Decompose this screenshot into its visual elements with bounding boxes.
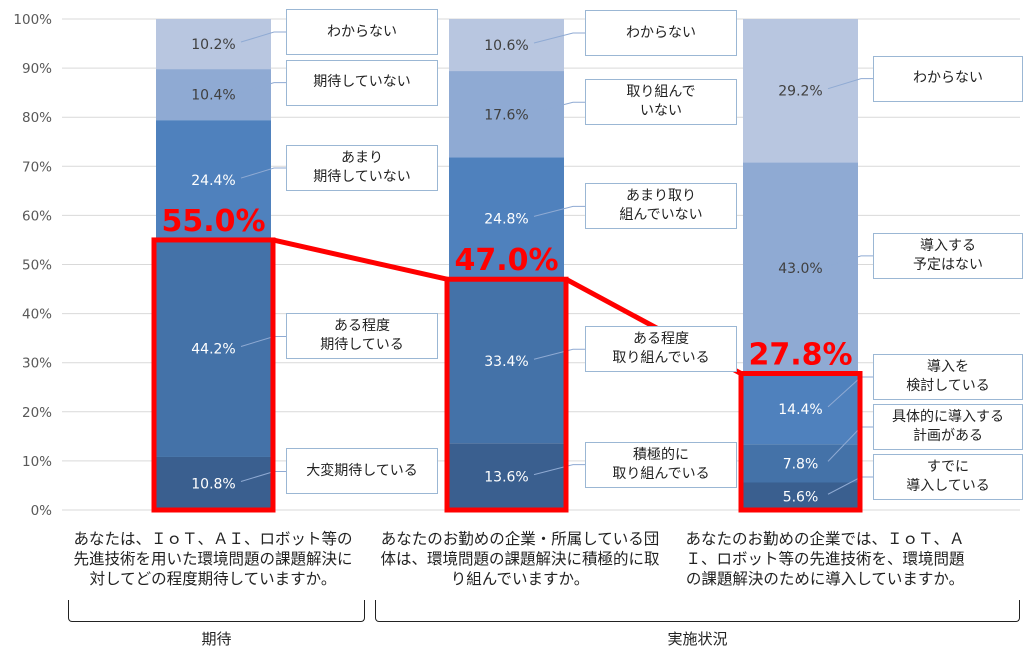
callout-leader [827,255,873,267]
y-tick-label: 40% [22,307,52,323]
bar-segment [156,456,271,510]
bar-segment [743,482,858,510]
data-label: 44.2% [191,341,235,357]
y-tick-label: 50% [22,258,52,274]
callout-label: 導入を 検討している [873,354,1023,400]
callout-leader [533,205,585,217]
bar-segment [449,443,564,510]
group-brace-expectation [68,600,365,622]
y-tick-label: 0% [31,503,53,519]
bar-segment [743,373,858,445]
callout-leader [240,31,286,43]
data-label: 10.8% [191,476,235,492]
y-tick-label: 70% [22,159,52,175]
highlight-value: 27.8% [748,338,852,373]
bar-segment [156,239,271,457]
callout-leader [240,82,286,94]
data-label: 17.6% [484,107,528,123]
callout-label: 取り組んで いない [585,79,737,126]
callout-label: 導入する 予定はない [873,232,1023,279]
data-label: 24.4% [191,173,235,189]
question-2: あなたのお勤めの企業・所属している団体は、環境問題の課題解決に積極的に取り組んで… [380,530,660,588]
data-label: 10.4% [191,88,235,104]
data-label: 24.8% [484,211,528,227]
y-tick-label: 80% [22,110,52,126]
highlight-box [444,276,569,513]
callout-label: ある程度 取り組んでいる [585,326,737,373]
y-tick-label: 20% [22,405,52,421]
callout-leader [533,101,585,113]
bar-segment [449,19,564,72]
callout-label: わからない [286,9,438,56]
callout-label: 大変期待している [286,448,438,495]
callout-label: わからない [873,55,1023,102]
highlight-value: 47.0% [454,243,558,278]
data-label: 10.2% [191,37,235,53]
callout-label: 具体的に導入する 計画がある [873,404,1023,450]
question-1: あなたは、ＩｏＴ、ＡＩ、ロボット等の先進技術を用いた環境問題の課題解決に対してど… [73,530,353,588]
bar-segment [743,162,858,374]
highlight-box [738,371,863,513]
callout-label: あまり 期待していない [286,145,438,192]
data-label: 5.6% [783,489,819,505]
y-tick-label: 30% [22,356,52,372]
bar-segment [449,157,564,280]
data-label: 29.2% [778,84,822,100]
y-tick-label: 10% [22,454,52,470]
data-label: 43.0% [778,261,822,277]
bar-segment [156,120,271,240]
callout-label: わからない [585,10,737,57]
bar-segment [449,279,564,444]
callout-label: ある程度 期待している [286,313,438,360]
highlight-box [151,237,276,513]
bar-segment [743,19,858,163]
callout-leader [827,78,873,90]
highlight-connector [272,237,448,282]
question-3: あなたのお勤めの企業では、ＩｏＴ、ＡＩ、ロボット等の先進技術を、環境問題の課題解… [685,530,965,588]
bar-segment [156,69,271,121]
y-tick-label: 100% [13,12,52,28]
callout-leader [533,348,585,360]
y-tick-label: 60% [22,208,52,224]
data-label: 10.6% [484,38,528,54]
data-label: 33.4% [484,354,528,370]
bar-segment [449,71,564,158]
callout-label: あまり取り 組んでいない [585,183,737,230]
group-label-expectation: 期待 [201,630,232,648]
callout-label: 積極的に 取り組んでいる [585,441,737,488]
callout-leader [240,167,286,179]
group-brace-implementation [375,600,1020,622]
callout-label: すでに 導入している [873,454,1023,500]
data-label: 7.8% [783,456,819,472]
bar-segment [156,19,271,70]
data-label: 14.4% [778,402,822,418]
y-tick-label: 90% [22,61,52,77]
highlight-value: 55.0% [161,204,265,239]
data-label: 13.6% [484,470,528,486]
callout-leader [533,32,585,44]
group-label-implementation: 実施状況 [667,630,728,648]
callout-label: 期待していない [286,59,438,106]
callout-leader [533,464,585,476]
